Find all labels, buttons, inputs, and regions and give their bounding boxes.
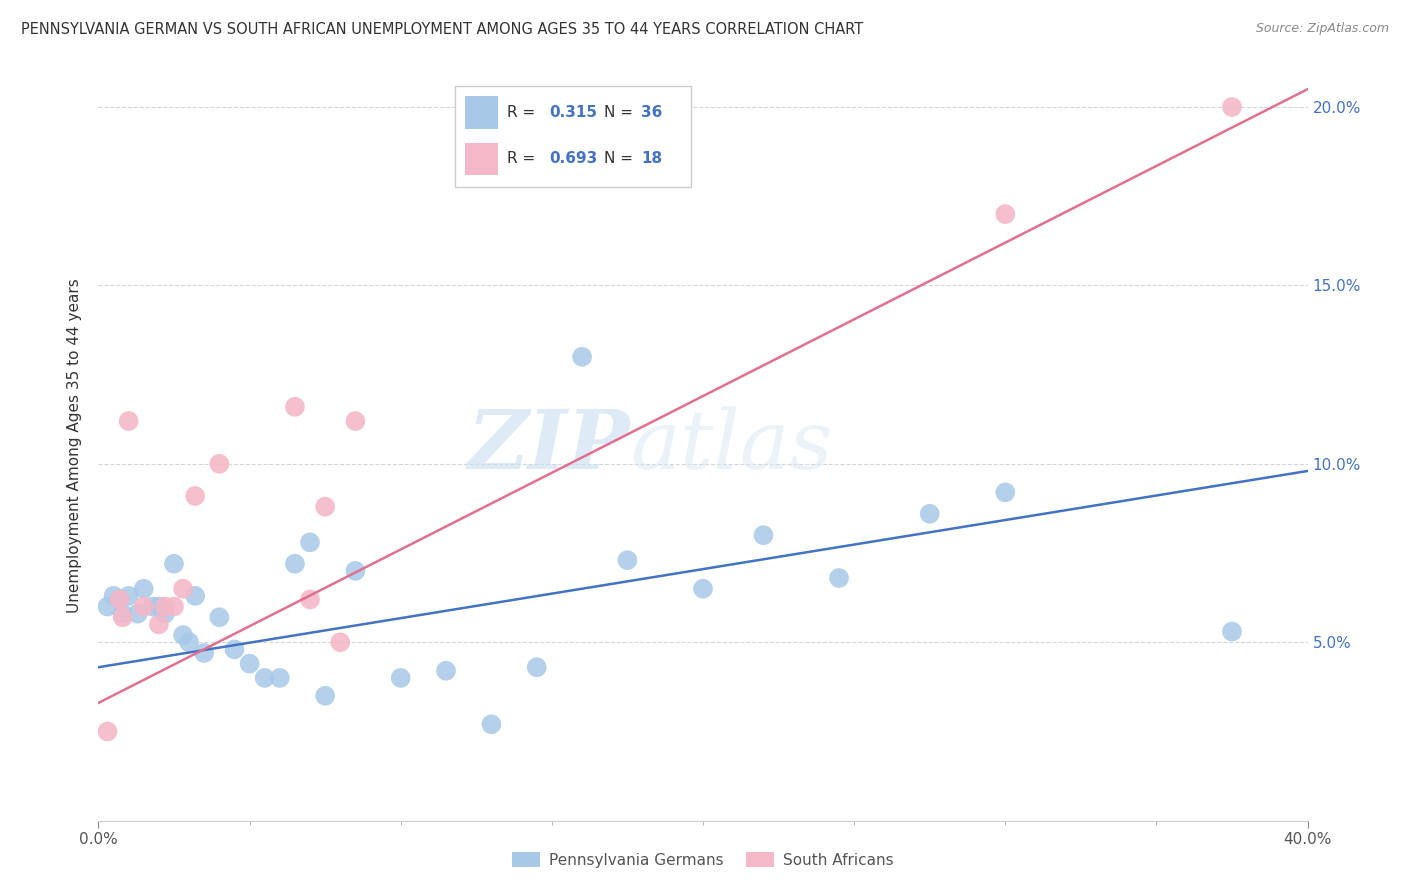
Point bbox=[142, 599, 165, 614]
Point bbox=[96, 599, 118, 614]
Point bbox=[148, 617, 170, 632]
Point bbox=[994, 485, 1017, 500]
Point bbox=[239, 657, 262, 671]
Point bbox=[153, 607, 176, 621]
Point bbox=[172, 582, 194, 596]
Point bbox=[118, 414, 141, 428]
Point bbox=[184, 589, 207, 603]
Point bbox=[1220, 624, 1243, 639]
Point bbox=[314, 689, 336, 703]
Point bbox=[752, 528, 775, 542]
Point bbox=[616, 553, 638, 567]
Point bbox=[918, 507, 941, 521]
Point bbox=[1220, 100, 1243, 114]
Legend: Pennsylvania Germans, South Africans: Pennsylvania Germans, South Africans bbox=[505, 844, 901, 875]
Point bbox=[132, 599, 155, 614]
Point bbox=[269, 671, 291, 685]
Point bbox=[571, 350, 593, 364]
Text: atlas: atlas bbox=[630, 406, 832, 486]
Point bbox=[284, 557, 307, 571]
Point bbox=[434, 664, 457, 678]
Point bbox=[344, 564, 367, 578]
Point bbox=[148, 599, 170, 614]
Point bbox=[163, 557, 186, 571]
Point bbox=[127, 607, 149, 621]
Text: PENNSYLVANIA GERMAN VS SOUTH AFRICAN UNEMPLOYMENT AMONG AGES 35 TO 44 YEARS CORR: PENNSYLVANIA GERMAN VS SOUTH AFRICAN UNE… bbox=[21, 22, 863, 37]
Point bbox=[103, 589, 125, 603]
Text: Source: ZipAtlas.com: Source: ZipAtlas.com bbox=[1256, 22, 1389, 36]
Point bbox=[299, 592, 322, 607]
Point bbox=[299, 535, 322, 549]
Point bbox=[108, 592, 131, 607]
Point bbox=[163, 599, 186, 614]
Point bbox=[108, 592, 131, 607]
Point bbox=[96, 724, 118, 739]
Point bbox=[994, 207, 1017, 221]
Point bbox=[526, 660, 548, 674]
Point bbox=[692, 582, 714, 596]
Point bbox=[111, 610, 134, 624]
Point bbox=[224, 642, 246, 657]
Point bbox=[118, 589, 141, 603]
Point bbox=[253, 671, 276, 685]
Point bbox=[828, 571, 851, 585]
Point bbox=[481, 717, 503, 731]
Point bbox=[284, 400, 307, 414]
Point bbox=[208, 457, 231, 471]
Point bbox=[111, 607, 134, 621]
Point bbox=[329, 635, 352, 649]
Point bbox=[314, 500, 336, 514]
Y-axis label: Unemployment Among Ages 35 to 44 years: Unemployment Among Ages 35 to 44 years bbox=[67, 278, 83, 614]
Point bbox=[184, 489, 207, 503]
Point bbox=[344, 414, 367, 428]
Point bbox=[208, 610, 231, 624]
Text: ZIP: ZIP bbox=[468, 406, 630, 486]
Point bbox=[193, 646, 215, 660]
Point bbox=[179, 635, 201, 649]
Point bbox=[172, 628, 194, 642]
Point bbox=[132, 582, 155, 596]
Point bbox=[389, 671, 412, 685]
Point bbox=[153, 599, 176, 614]
